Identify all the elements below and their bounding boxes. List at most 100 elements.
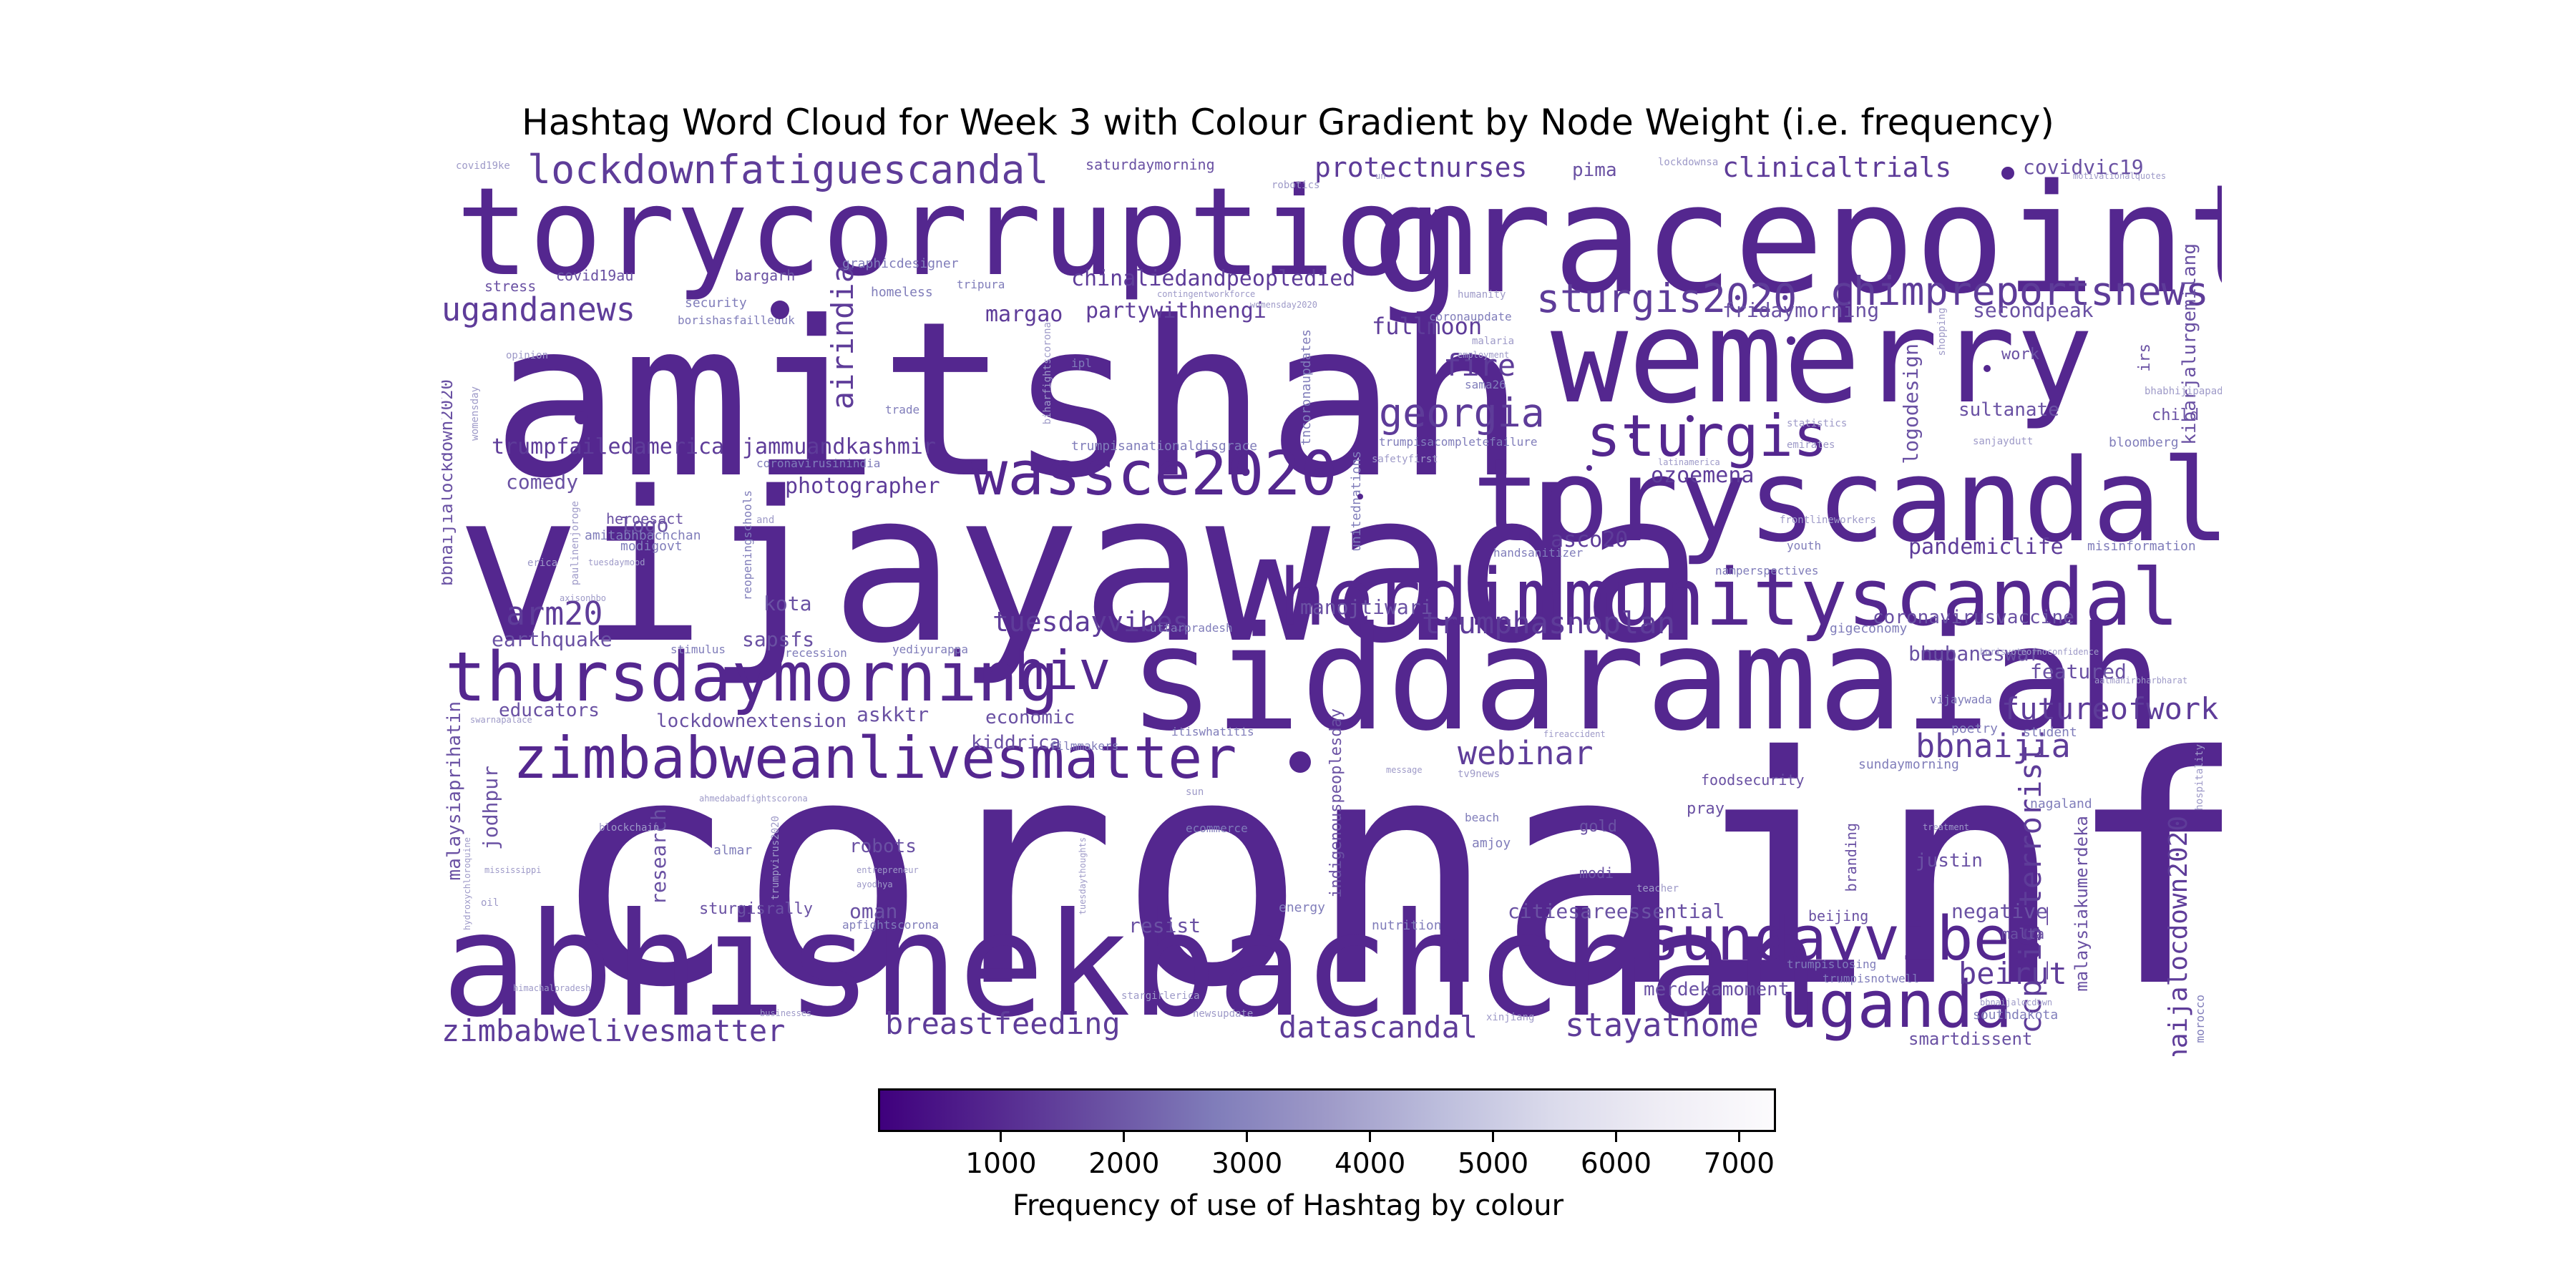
word-motivationalquotes: motivationalquotes: [2073, 171, 2167, 181]
word-margao: margao: [985, 302, 1063, 327]
word-trumpvirus2020: trumpvirus2020: [770, 816, 781, 901]
colorbar-tick-label: 3000: [1211, 1148, 1283, 1180]
word-ecommerce: ecommerce: [1186, 821, 1248, 835]
colorbar-tick-label: 4000: [1335, 1148, 1406, 1180]
word-dot: [1629, 433, 1635, 439]
word-secondpeak: secondpeak: [1973, 298, 2094, 322]
word-ipl: ipl: [1071, 356, 1092, 370]
word-smartdissent: smartdissent: [1908, 1029, 2033, 1049]
word-thursdaymorning: thursdaymorning: [445, 638, 1059, 717]
word-torycorruption: torycorruption: [456, 162, 1481, 303]
word-dot: [1787, 336, 1795, 345]
word-tv9news: tv9news: [1458, 769, 1501, 780]
word-covid19au: covid19au: [556, 267, 634, 284]
word-toryscandals: toryscandals: [1472, 434, 2222, 567]
word-amjoy: amjoy: [1472, 836, 1511, 851]
word-stayathome: stayathome: [1565, 1006, 1759, 1044]
word-dot: [771, 301, 789, 319]
word-coronainfoch: coronainfoch: [549, 690, 2222, 1056]
chart-title: Hashtag Word Cloud for Week 3 with Colou…: [522, 102, 2054, 143]
word-trumpisanationaldisgrace: trumpisanationaldisgrace: [1071, 439, 1258, 454]
word-foodsecurity: foodsecurity: [1701, 771, 1805, 789]
word-ahmedabadfightscorona: ahmedabadfightscorona: [699, 794, 808, 804]
word-axisonhbo: axisonhbo: [560, 593, 607, 603]
word-educators: educators: [499, 700, 600, 721]
word-pray: pray: [1687, 800, 1724, 818]
word-logo: logo: [620, 513, 669, 537]
word-georgia: georgia: [1379, 390, 1545, 436]
word-poetry: poetry: [1951, 721, 1999, 736]
word-graphicdesigner: graphicdesigner: [842, 256, 959, 271]
word-pandemiclife: pandemiclife: [1908, 535, 2064, 560]
word-herdimmunityscandal: herdimmunityscandal: [1279, 552, 2180, 643]
word-reopeningschools: reopeningschools: [741, 490, 754, 601]
colorbar-tick: [1123, 1132, 1126, 1142]
word-unitednations: unitednations: [1349, 451, 1364, 552]
word-ozoemena: ozoemena: [1651, 463, 1755, 488]
colorbar-tick: [1737, 1132, 1740, 1142]
word-sturgis2020: sturgis2020: [1536, 275, 1797, 321]
word-bloomberg: bloomberg: [2109, 435, 2179, 450]
word-fire: fire: [1443, 348, 1516, 383]
word-earthquake: earthquake: [492, 628, 613, 651]
word-askktr: askktr: [857, 703, 930, 726]
word-stargirlerica: stargirlerica: [1121, 990, 1200, 1002]
word-stress: stress: [484, 278, 537, 295]
word-youth: youth: [1787, 539, 1822, 552]
word-contingentworkforce: contingentworkforce: [1157, 289, 1256, 299]
word-tncoronaupdates: tncoronaupdates: [1299, 329, 1314, 446]
word-biharfightscorona: biharfightscorona: [1042, 322, 1053, 425]
word-lockdownextension: lockdownextension: [656, 711, 847, 732]
word-coronavirusinindia: coronavirusinindia: [756, 457, 881, 470]
colorbar-tick-label: 6000: [1580, 1148, 1652, 1180]
colorbar-tick-label: 2000: [1088, 1148, 1160, 1180]
colorbar-tick: [1492, 1132, 1495, 1142]
word-uganda: uganda: [1780, 967, 2013, 1043]
word-borisvoteofnoconfidence: borisvoteofnoconfidence: [1980, 647, 2099, 657]
word-businesses: businesses: [760, 1008, 812, 1018]
word-hiv: hiv: [1014, 639, 1111, 702]
word-stimulus: stimulus: [670, 643, 726, 656]
word-security: security: [685, 296, 747, 311]
word-handsanitizer: handsanitizer: [1493, 546, 1584, 560]
word-tuesdaymood: tuesdaymood: [588, 557, 645, 567]
word-sanjaydutt: sanjaydutt: [1973, 436, 2034, 447]
word-trumphasnoplan: trumphasnoplan: [1422, 605, 1676, 640]
word-apfightscorona: apfightscorona: [842, 918, 939, 932]
word-robots: robots: [849, 836, 917, 857]
colorbar-tick: [1369, 1132, 1372, 1142]
word-trumpisnotwell: trumpisnotwell: [1823, 972, 1919, 985]
word-un: un: [1375, 171, 1386, 181]
word-latinamerica: latinamerica: [1658, 457, 1720, 467]
word-partywithnengi: partywithnengi: [1085, 298, 1267, 323]
word-emirates: emirates: [1787, 439, 1835, 451]
word-indigenouspeoplesday: indigenouspeoplesday: [1327, 708, 1345, 898]
word-mississippi: mississippi: [484, 865, 542, 875]
word-himachalpradesh: himachalpradesh: [513, 983, 591, 993]
word-jodhpur: jodhpur: [479, 766, 502, 851]
word-frontlineworkers: frontlineworkers: [1780, 514, 1876, 526]
word-bhubaneswar: bhubaneswar: [1908, 642, 2041, 665]
word-oil: oil: [481, 897, 499, 909]
word-coronaupdate: coronaupdate: [1429, 310, 1512, 323]
word-coronavirusvaccine: coronavirusvaccine: [1873, 607, 2074, 628]
word-chimpreportsnews: chimpreportsnews: [1830, 268, 2209, 314]
word-ayodhya: ayodhya: [857, 879, 893, 889]
colorbar-tick-label: 5000: [1457, 1148, 1529, 1180]
word-bbnaijialockdown2020: bbnaijialockdown2020: [441, 379, 457, 586]
word-yediyurappa: yediyurappa: [892, 643, 968, 656]
word-beirut: beirut: [1958, 956, 2067, 991]
word-futureofwork: futureofwork: [2001, 691, 2219, 726]
word-erica: erica: [527, 557, 558, 569]
colorbar-tick-label: 7000: [1703, 1148, 1775, 1180]
word-beach: beach: [1465, 811, 1500, 824]
word-lockdownfatiguescandal: lockdownfatiguescandal: [527, 150, 1049, 192]
word-fireaccident: fireaccident: [1543, 729, 1606, 739]
colorbar-tick: [1246, 1132, 1249, 1142]
word-sapsfs: sapsfs: [742, 628, 815, 651]
word-safetyfirst: safetyfirst: [1372, 454, 1438, 465]
word-protectnurses: protectnurses: [1314, 152, 1528, 183]
word-bbnaijalocdown: bbnaijalocdown: [1980, 997, 2053, 1008]
word-covidvic19: covidvic19: [2023, 155, 2144, 179]
